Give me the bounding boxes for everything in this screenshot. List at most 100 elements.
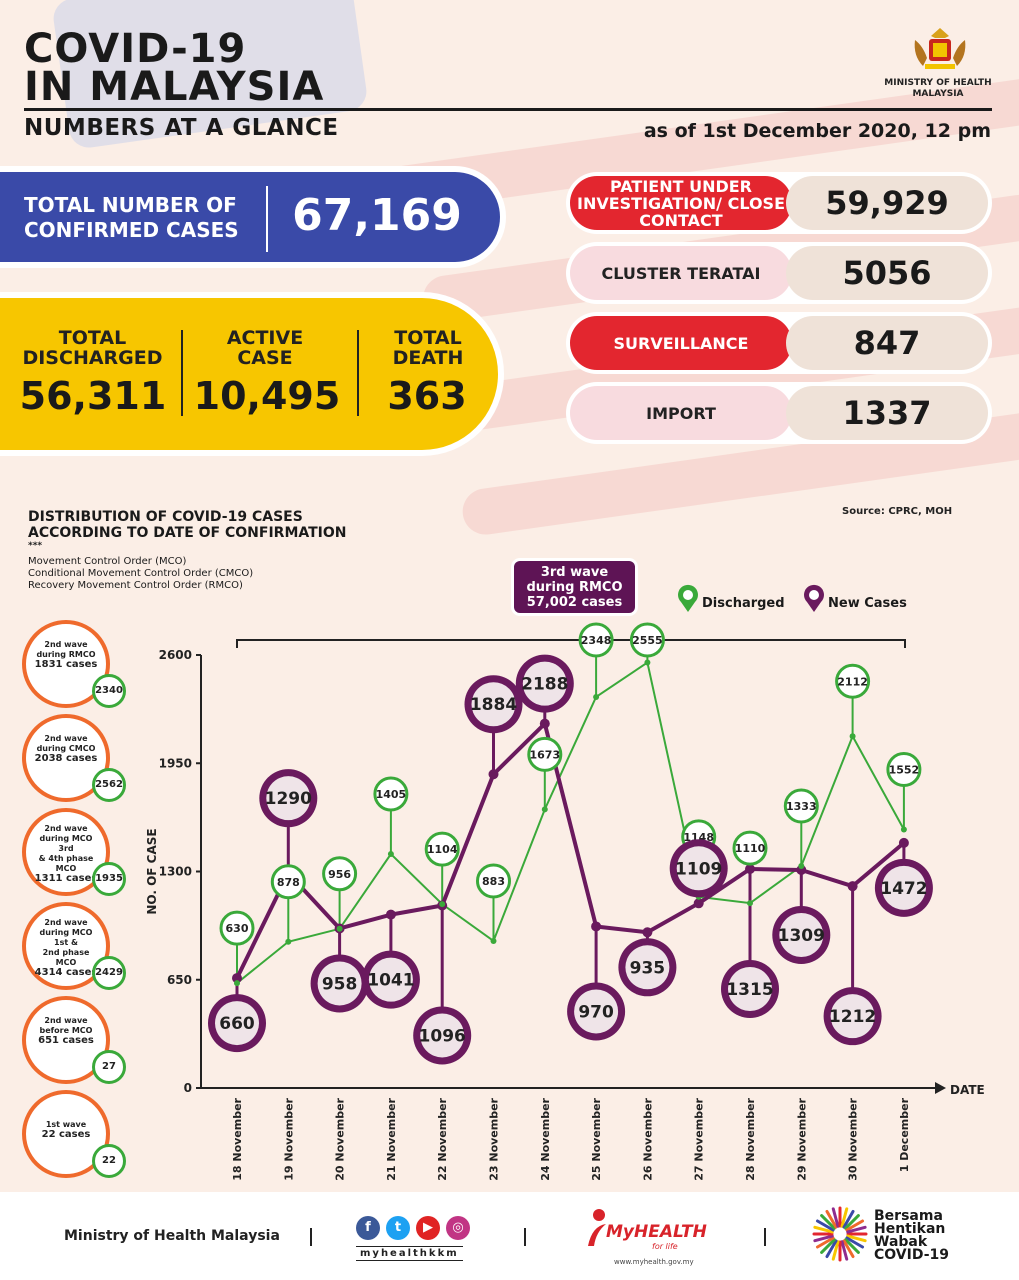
burst-ray — [825, 1209, 838, 1229]
new-cases-bubble — [574, 989, 619, 1034]
discharged-bubble — [835, 663, 871, 699]
wave-count: 2562 — [92, 768, 126, 802]
discharged-point — [593, 693, 600, 700]
category-row-investigation: PATIENT UNDER INVESTIGATION/ CLOSE CONTA… — [566, 172, 992, 234]
wave-line: & 4th phase MCO — [38, 854, 94, 873]
source-note: Source: CPRC, MOH — [842, 506, 953, 517]
wave-line: 1311 cases — [34, 873, 98, 884]
as-of-date: as of 1st December 2020, 12 pm — [643, 120, 991, 142]
discharged-data-label: 2348 — [581, 634, 612, 647]
new-cases-data-label: 1884 — [470, 695, 517, 715]
discharged-bubble — [373, 776, 409, 812]
x-tick-label: 29 November — [795, 1097, 808, 1180]
category-label: IMPORT — [570, 386, 792, 440]
burst-ray — [815, 1236, 835, 1249]
discharged-point — [747, 900, 753, 907]
page-title: COVID-19 IN MALAYSIA — [24, 29, 324, 107]
x-tick-label: 23 November — [488, 1097, 501, 1180]
wave-line: 1831 cases — [34, 659, 98, 670]
wave-line: during RMCO — [36, 650, 96, 659]
confirmed-cases-value: 67,169 — [292, 190, 462, 241]
category-label: SURVEILLANCE — [570, 316, 792, 370]
youtube-icon[interactable]: ▶ — [416, 1216, 440, 1240]
footer-separator — [764, 1228, 766, 1246]
myhealth-url[interactable]: www.myhealth.gov.my — [614, 1258, 694, 1266]
social-handle[interactable]: myhealthkkm — [356, 1246, 463, 1261]
x-tick-label: 18 November — [231, 1097, 244, 1180]
y-tick-label: 0 — [184, 1081, 192, 1095]
wave-item: 2nd wave during RMCO 1831 cases 2340 — [22, 620, 126, 708]
new-cases-point — [232, 973, 242, 984]
footer-ministry: Ministry of Health Malaysia — [64, 1228, 280, 1244]
discharged-data-label: 630 — [226, 922, 249, 935]
discharged-bubble — [322, 856, 358, 892]
new-cases-data-label: 935 — [630, 958, 666, 978]
wave-line: 2nd wave — [44, 734, 88, 743]
discharged-data-label: 1552 — [889, 764, 920, 777]
discharged-bubble — [527, 736, 563, 772]
discharged-bubble — [578, 622, 614, 658]
discharged-data-label: 2112 — [837, 675, 868, 688]
wave-line: 2nd wave — [44, 1016, 88, 1025]
category-value: 1337 — [786, 386, 988, 440]
new-cases-point — [847, 881, 858, 892]
note-cmco: Conditional Movement Control Order (CMCO… — [28, 568, 254, 579]
wave-item: 2nd wave during MCO 3rd & 4th phase MCO 131… — [22, 808, 126, 896]
discharged-point — [900, 826, 907, 833]
discharged-data-label: 1110 — [735, 842, 766, 855]
wave-line: 651 cases — [38, 1035, 94, 1046]
wave-count: 2340 — [92, 674, 126, 708]
wave-line: 2038 cases — [34, 753, 98, 764]
myhealth-logo-text: MyHEALTH — [606, 1222, 707, 1242]
wave-item: 2nd wave during MCO 1st & 2nd phase MCO 431… — [22, 902, 126, 990]
burst-ray — [825, 1239, 838, 1259]
page-subtitle: NUMBERS AT A GLANCE — [24, 115, 339, 141]
discharged-data-label: 1333 — [786, 800, 817, 813]
discharged-point — [234, 980, 240, 987]
new-cases-point — [591, 921, 602, 932]
new-cases-bubble — [266, 776, 311, 821]
category-value: 59,929 — [786, 176, 988, 230]
yellow-divider — [357, 330, 359, 416]
wave-line: 2nd wave — [44, 824, 88, 833]
new-cases-point — [488, 769, 499, 780]
twitter-icon[interactable]: t — [386, 1216, 410, 1240]
badge-line-2: during RMCO — [526, 580, 623, 595]
wave-line: 22 cases — [41, 1129, 91, 1140]
new-cases-data-label: 1309 — [778, 926, 825, 946]
new-cases-bubble — [676, 846, 721, 891]
category-value: 847 — [786, 316, 988, 370]
wave-line: 4314 cases — [34, 967, 98, 978]
burst-ray — [815, 1219, 835, 1232]
new-cases-data-label: 2188 — [521, 675, 568, 695]
category-row-import: IMPORT 1337 — [566, 382, 992, 444]
burst-ray — [844, 1238, 860, 1254]
cases-line-chart: 0 650 1300 1950 2600 NO. OF CASE DATE 18 Novemb… — [145, 622, 985, 1181]
new-cases-bubble — [625, 945, 670, 990]
new-cases-data-label: 970 — [578, 1002, 614, 1022]
myhealth-tagline: for life — [652, 1242, 678, 1251]
burst-ray — [813, 1225, 834, 1234]
ministry-line-1: MINISTRY OF HEALTH — [884, 78, 992, 88]
discharged-bubble — [886, 752, 922, 788]
y-tick-label: 1300 — [159, 865, 192, 879]
facebook-icon[interactable]: f — [356, 1216, 380, 1240]
discharged-point — [490, 937, 497, 944]
category-label: CLUSTER TERATAI — [570, 246, 792, 300]
category-row-surveillance: SURVEILLANCE 847 — [566, 312, 992, 374]
category-label: PATIENT UNDER INVESTIGATION/ CLOSE CONTA… — [570, 176, 792, 230]
confirmed-divider — [266, 186, 268, 252]
y-axis-label: NO. OF CASE — [145, 828, 159, 914]
x-tick-label: 1 December — [898, 1097, 911, 1172]
legend-new-cases-pin-icon — [804, 584, 824, 612]
new-cases-bubble — [522, 661, 567, 706]
discharged-point — [541, 806, 548, 813]
campaign-line-2: Hentikan — [874, 1221, 946, 1237]
new-cases-data-label: 660 — [219, 1014, 255, 1034]
instagram-icon[interactable]: ◎ — [446, 1216, 470, 1240]
new-cases-point — [693, 898, 704, 909]
wave-item: 2nd wave before MCO 651 cases 27 — [22, 996, 126, 1084]
wave-line: during MCO 1st & — [39, 928, 93, 947]
discharged-data-label: 883 — [482, 875, 505, 888]
death-value: 363 — [387, 374, 467, 418]
